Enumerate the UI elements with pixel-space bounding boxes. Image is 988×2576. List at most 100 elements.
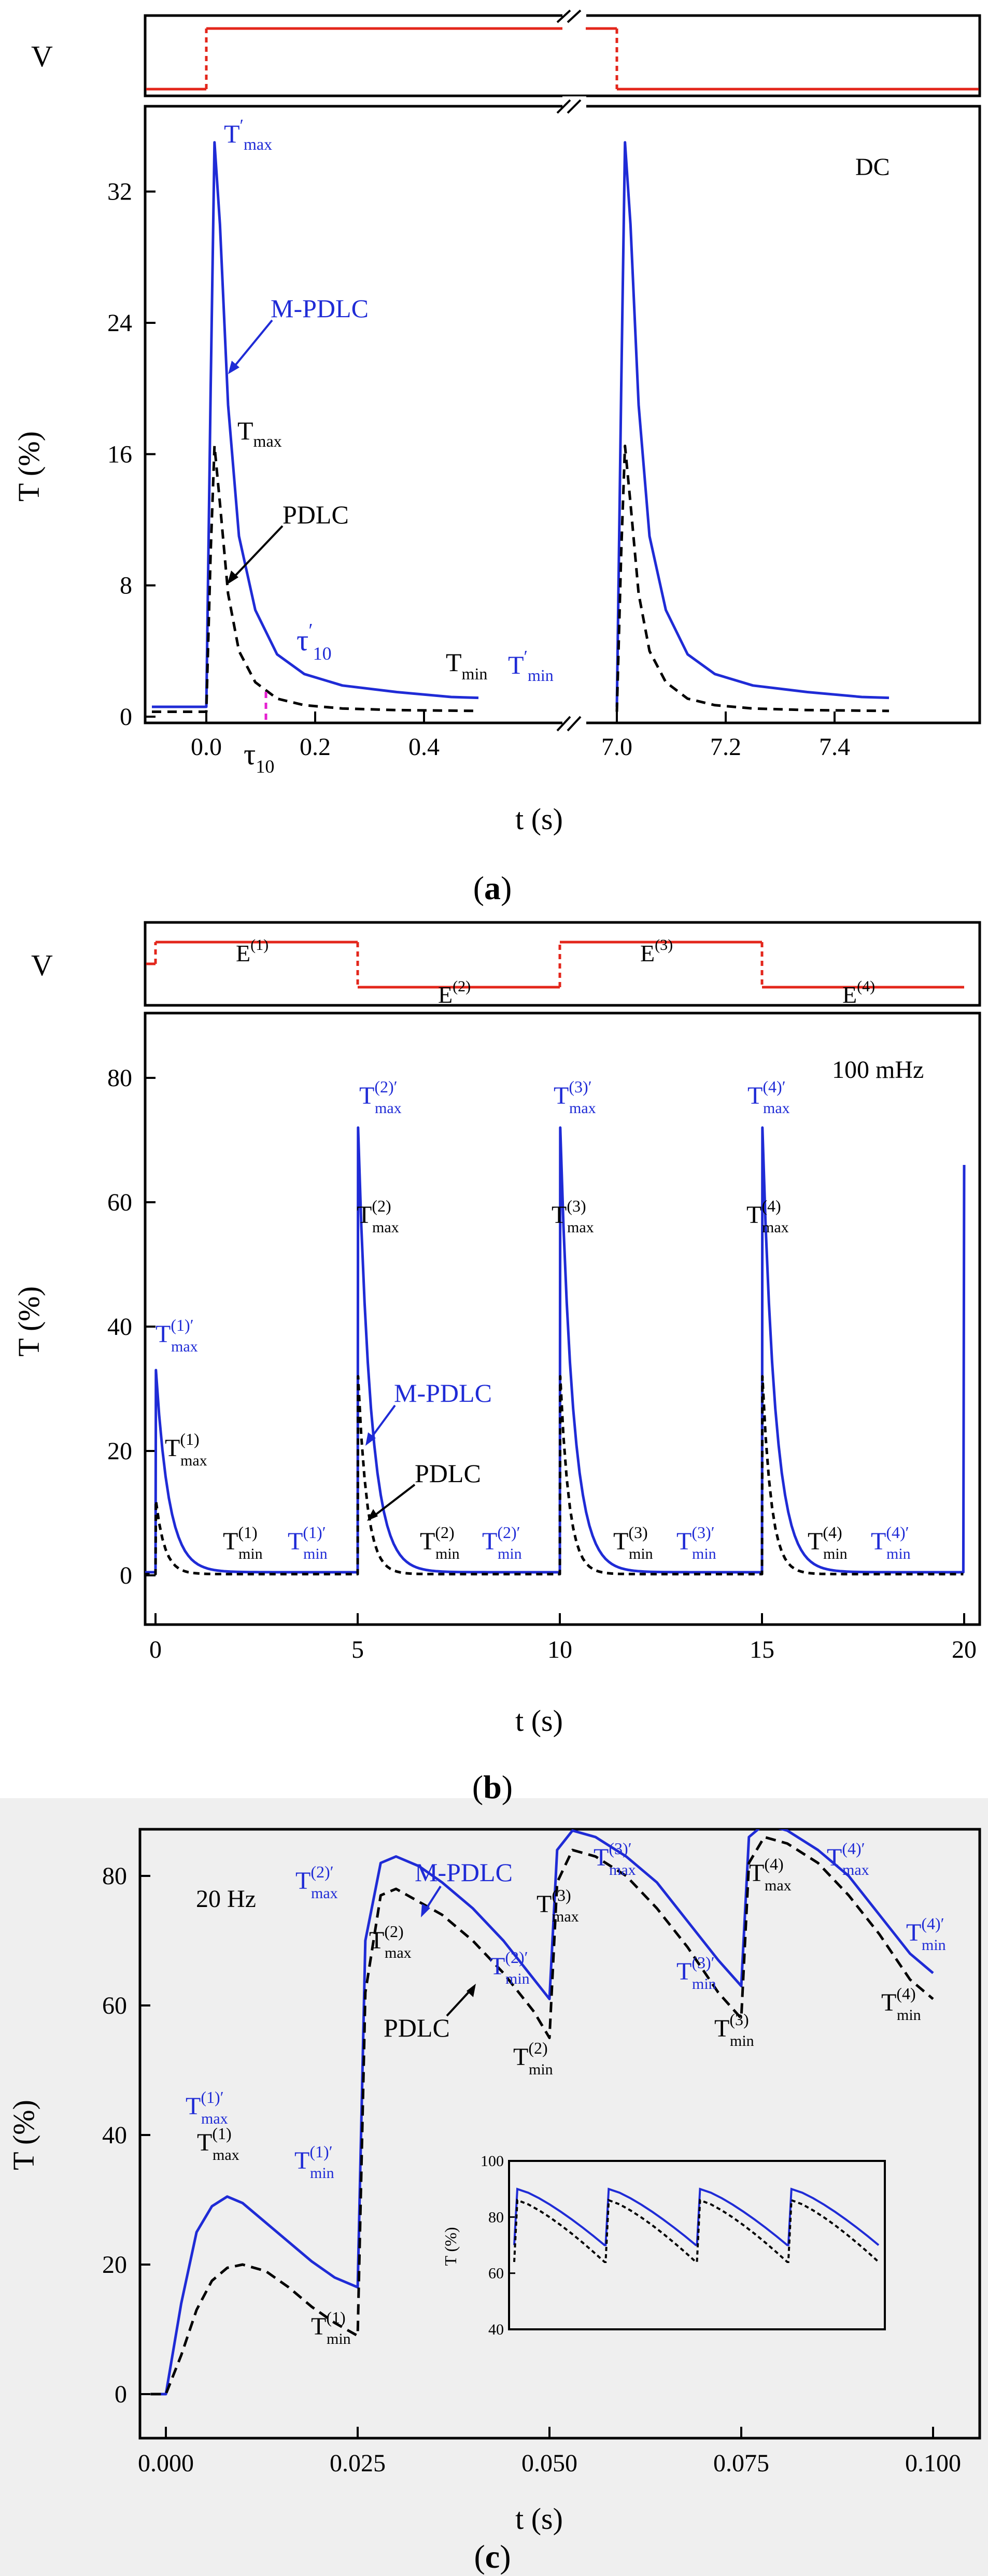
panel-b-tmax-prime-4-sup: (4)′ <box>763 1077 785 1096</box>
panel-c-inset-ytick-label: 80 <box>488 2209 504 2226</box>
panel-b-tmin-4: T(4) min <box>808 1523 848 1562</box>
panel-c-tmax-prime-1: T(1)′ max <box>186 2088 228 2127</box>
panel-b-tmin-prime-2-sup: (2)′ <box>497 1523 520 1542</box>
panel-a-xtick-label: 7.4 <box>819 733 850 761</box>
panel-b-tmax-prime-1-main: T <box>156 1320 171 1348</box>
panel-c-tmax-prime-2-main: T <box>295 1867 310 1895</box>
panel-c-pdlc-label: PDLC <box>384 2013 450 2042</box>
panel-b-ylabel: T (%) <box>12 1286 46 1357</box>
panel-c-series <box>150 1829 934 2396</box>
panel-b-field-label-sup: (3) <box>655 936 673 953</box>
panel-a: V 0 8 16 24 32 0.0 0.2 0.4 7.0 7.2 7.4 DC T′max M… <box>12 9 981 906</box>
panel-b-tmin-prime-3-main: T <box>676 1528 691 1555</box>
panel-c-ytick-label: 40 <box>102 2122 127 2149</box>
panel-a-tau10-prime: τ′10 <box>297 620 332 664</box>
panel-a-ytick-label: 0 <box>120 703 132 731</box>
panel-c-xtick-label: 0.075 <box>713 2450 769 2477</box>
panel-b-field-labels: E (1) E(2) E(3) E(4) <box>236 936 875 1008</box>
panel-c-tmin-prime-4-main: T <box>906 1919 921 1946</box>
panel-a-xtick-label: 7.2 <box>710 733 741 761</box>
panel-c-pdlc-arrowhead <box>467 1984 476 1997</box>
panel-c-tmax-prime-4-main: T <box>827 1844 842 1871</box>
panel-b-tmin-3-main: T <box>613 1528 628 1555</box>
panel-b-tmin-prime-1-sub: min <box>303 1545 328 1562</box>
panel-c-mpdlc-arrowhead <box>421 1904 430 1917</box>
panel-c-tmax-prime-4-sub: max <box>842 1861 869 1878</box>
panel-c-tmin-prime-3: T(3)′ min <box>676 1953 716 1993</box>
panel-a-x-ticks: 0.0 0.2 0.4 7.0 7.2 7.4 <box>191 711 850 761</box>
panel-c-inset-ytick-label: 100 <box>481 2153 504 2170</box>
panel-a-series-m-pdlc-seg1 <box>152 141 479 708</box>
panel-b-xlabel: t (s) <box>515 1704 563 1738</box>
panel-a-tmax-prime: T′max <box>224 116 272 153</box>
panel-b-tmax-prime-4: T(4)′ max <box>747 1077 790 1117</box>
panel-b-tmax-4-main: T <box>746 1201 761 1229</box>
panel-b-voltage-trace <box>146 941 964 989</box>
panel-c-tmin-3-main: T <box>714 2015 729 2042</box>
panel-b-tmax-3: T(3) max <box>552 1197 594 1236</box>
panel-b-tmax-3-sub: max <box>567 1219 594 1236</box>
panel-c-tmax-prime-2: T(2)′ max <box>295 1862 338 1902</box>
panel-b-x-ticks: 0 5 10 15 20 <box>149 1613 977 1663</box>
panel-c-tmin-prime-2: T(2)′ min <box>490 1948 530 1987</box>
panel-b-ytick-label: 60 <box>107 1189 132 1216</box>
panel-c-tmax-2-sub: max <box>385 1944 412 1961</box>
panel-c-tmax-1-sub: max <box>213 2146 239 2164</box>
panel-b-series-pdlc <box>145 1375 964 1576</box>
panel-c-series-pdlc <box>150 1835 934 2396</box>
panel-a-voltage-trace <box>146 27 979 91</box>
panel-b-field-label-main: E <box>438 981 453 1008</box>
panel-b-tmax-prime-2-sub: max <box>375 1100 402 1117</box>
panel-c-tmax-prime-3-sup: (3)′ <box>609 1839 631 1858</box>
panel-c-xtick-label: 0.000 <box>138 2450 194 2477</box>
panel-c-tmax-2-sup: (2) <box>384 1922 403 1941</box>
panel-a-pdlc-label: PDLC <box>283 500 349 529</box>
panel-c-tmax-prime-3: T(3)′ max <box>594 1839 636 1878</box>
panel-c-tmax-4-sup: (4) <box>764 1855 783 1873</box>
panel-c-ytick-label: 0 <box>115 2381 127 2408</box>
panel-c-tmin-prime-2-main: T <box>490 1953 505 1980</box>
panel-b-tmin-3: T(3) min <box>613 1523 653 1562</box>
panel-c-xtick-label: 0.025 <box>330 2450 386 2477</box>
panel-b-field-label-sup: (1) <box>250 936 269 953</box>
panel-a-xtick-label: 0.4 <box>408 733 440 761</box>
panel-b-tmax-4-sup: (4) <box>761 1197 781 1215</box>
panel-c-tmin-prime-4: T(4)′ min <box>906 1914 946 1954</box>
panel-a-tmin-prime: T′min <box>508 647 554 685</box>
panel-c-inset-series <box>513 2187 880 2263</box>
panel-c-xlabel: t (s) <box>515 2502 563 2536</box>
panel-a-plot-frame <box>144 105 981 724</box>
panel-c-plot-frame <box>138 1828 981 2440</box>
panel-b-tmin-1-main: T <box>223 1528 238 1555</box>
panel-b-tmax-prime-3-sup: (3)′ <box>569 1077 591 1096</box>
panel-b-tmin-3-sup: (3) <box>628 1523 647 1542</box>
panel-b-tmin-2-main: T <box>420 1528 435 1555</box>
panel-b-tmax-prime-4-main: T <box>747 1082 763 1109</box>
panel-c-tmin-prime-1: T(1)′ min <box>294 2142 334 2182</box>
panel-b-tmax-2: T(2) max <box>357 1197 399 1236</box>
panel-b-pdlc-arrow <box>371 1484 416 1518</box>
panel-c-tmax-prime-1-main: T <box>186 2093 201 2120</box>
panel-c-tmax-prime-3-main: T <box>594 1844 609 1871</box>
panel-c-ytick-label: 80 <box>102 1862 127 1890</box>
panel-a-voltage-label: V <box>31 39 53 73</box>
panel-b-field-label-3: E(3) <box>640 936 673 966</box>
panel-c-tmin-3-sup: (3) <box>729 2010 749 2029</box>
panel-b-field-label-2: E(2) <box>438 978 471 1008</box>
panel-b-tmin-3-sub: min <box>629 1545 653 1562</box>
panel-b-field-label-4: E(4) <box>842 978 875 1008</box>
panel-b-title: 100 mHz <box>832 1056 924 1084</box>
panel-a-xtick-label: 7.0 <box>601 733 632 761</box>
panel-b-tmin-prime-4-sup: (4)′ <box>886 1523 909 1542</box>
panel-a-series-pdlc-seg2 <box>615 445 890 713</box>
panel-c-tmax-prime-4: T(4)′ max <box>827 1839 869 1878</box>
panel-b-xtick-label: 20 <box>952 1636 977 1663</box>
panel-c-tmax-prime-1-sub: max <box>201 2110 228 2127</box>
panel-b-tmax-prime-1-sup: (1)′ <box>171 1316 193 1334</box>
panel-b-tmin-1: T(1) min <box>223 1523 263 1562</box>
panel-b-label: (b) <box>472 1769 513 1805</box>
panel-c-tmin-1-sup: (1) <box>326 2308 345 2327</box>
panel-c-tmin-prime-1-main: T <box>294 2147 309 2174</box>
panel-c-tmax-prime-4-sup: (4)′ <box>842 1839 865 1858</box>
